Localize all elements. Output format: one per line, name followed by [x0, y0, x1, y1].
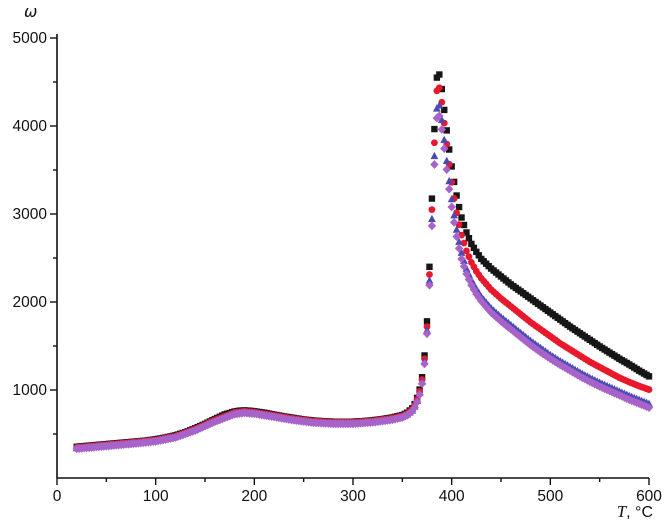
svg-text:100: 100: [143, 488, 169, 505]
x-axis-symbol: T: [616, 502, 627, 521]
svg-text:400: 400: [439, 488, 465, 505]
svg-text:600: 600: [636, 488, 662, 505]
svg-text:0: 0: [53, 488, 62, 505]
svg-text:200: 200: [241, 488, 267, 505]
svg-text:3000: 3000: [13, 206, 48, 223]
svg-text:300: 300: [340, 488, 366, 505]
x-axis-unit: , °C: [626, 504, 653, 521]
svg-text:2000: 2000: [13, 294, 48, 311]
svg-text:500: 500: [537, 488, 563, 505]
y-axis-label: ω: [24, 2, 38, 21]
svg-text:4000: 4000: [13, 118, 48, 135]
svg-text:1000: 1000: [13, 382, 48, 399]
x-axis-label: T, °C: [617, 502, 653, 522]
svg-text:5000: 5000: [13, 30, 48, 47]
